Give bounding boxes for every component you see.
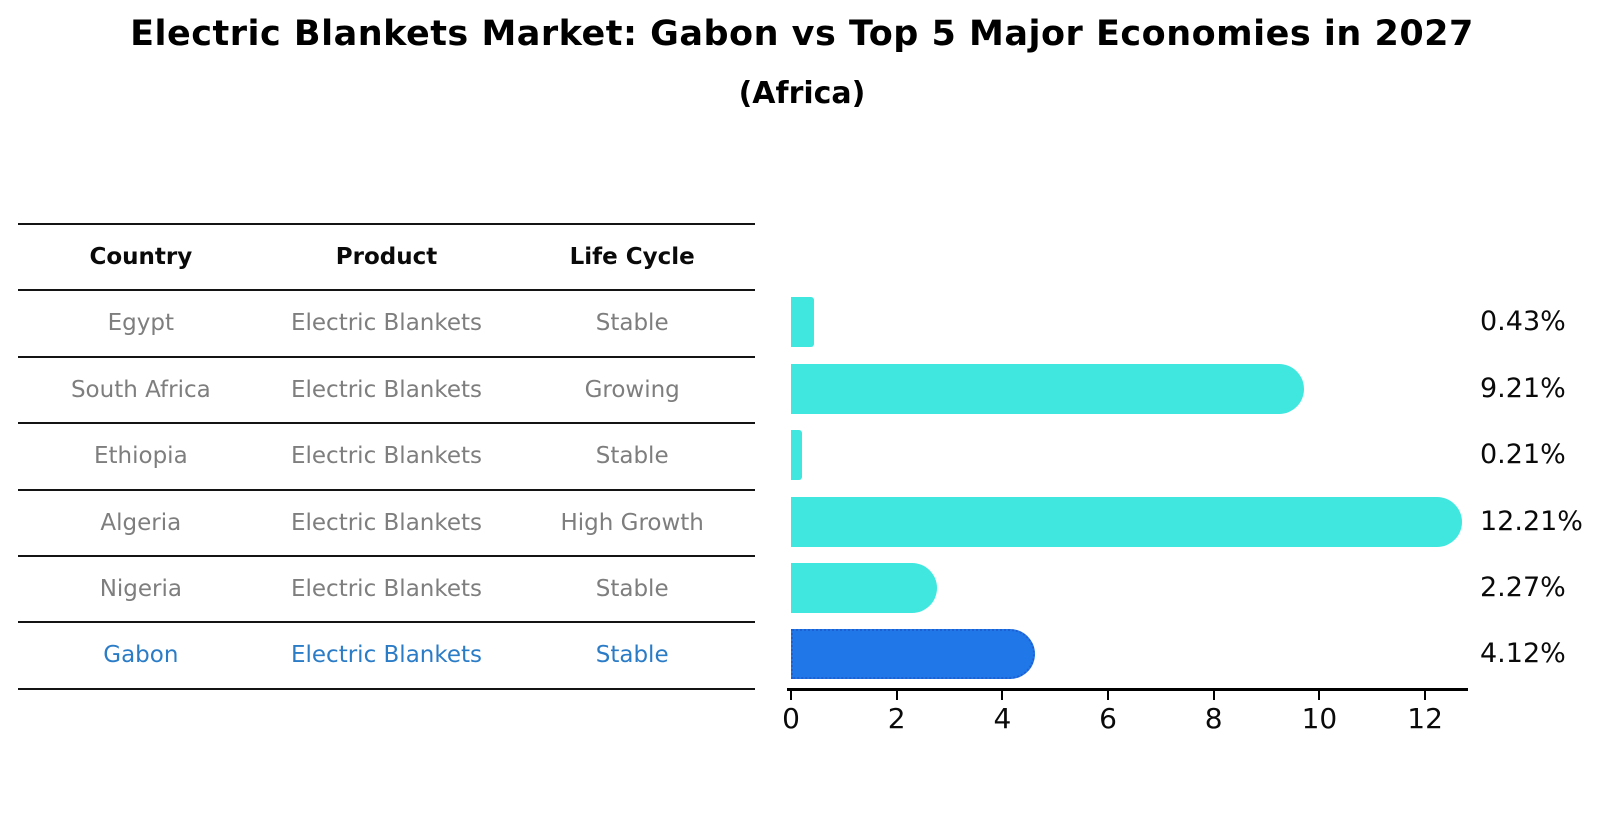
x-axis-tick-10 [1318, 691, 1321, 700]
table-row-ethiopia: Ethiopia Electric Blankets Stable [18, 424, 755, 491]
cell-country-nigeria: Nigeria [99, 575, 182, 602]
x-axis-tick-label-0: 0 [782, 702, 800, 735]
cell-product-egypt: Electric Blankets [290, 310, 483, 337]
cell-product-ethiopia: Electric Blankets [290, 443, 483, 470]
x-axis-tick-label-4: 4 [993, 702, 1012, 735]
x-axis-tick-label-6: 6 [1099, 702, 1117, 735]
bar-algeria [791, 496, 1463, 547]
value-label-ethiopia: 0.21% [1480, 439, 1566, 471]
table-row-south-africa: South Africa Electric Blankets Growing [18, 358, 755, 425]
value-label-egypt: 0.43% [1480, 306, 1566, 338]
cell-country-egypt: Egypt [107, 310, 175, 337]
table-row-gabon: Gabon Electric Blankets Stable [18, 623, 755, 690]
country-info-table: Country Product Life Cycle Egypt Electric Bl… [18, 223, 755, 690]
table-header-life-cycle: Life Cycle [569, 244, 695, 270]
bar-ethiopia [791, 430, 803, 481]
value-label-south-africa: 9.21% [1480, 372, 1566, 404]
value-label-nigeria: 2.27% [1480, 572, 1566, 603]
x-axis-tick-6 [1107, 691, 1110, 700]
cell-country-gabon: Gabon [103, 642, 179, 669]
bar-nigeria [791, 563, 937, 613]
cell-country-south-africa: South Africa [70, 376, 211, 403]
value-label-gabon: 4.12% [1480, 638, 1566, 670]
x-axis-tick-label-12: 12 [1407, 702, 1443, 735]
cell-life_cycle-egypt: Stable [595, 310, 669, 337]
table-header-product: Product [335, 244, 438, 270]
value-label-algeria: 12.21% [1480, 505, 1583, 537]
cell-country-algeria: Algeria [100, 509, 182, 536]
x-axis-tick-label-2: 2 [887, 702, 906, 735]
bar-gabon [791, 629, 1035, 680]
table-row-egypt: Egypt Electric Blankets Stable [18, 291, 755, 358]
bar-south-africa [791, 363, 1304, 414]
chart-title: Electric Blankets Market: Gabon vs Top 5… [130, 14, 1474, 54]
x-axis-tick-label-10: 10 [1301, 702, 1338, 735]
table-row-algeria: Algeria Electric Blankets High Growth [18, 491, 755, 557]
cell-life_cycle-ethiopia: Stable [595, 443, 669, 470]
x-axis-tick-label-8: 8 [1204, 702, 1223, 735]
x-axis-tick-4 [1001, 691, 1004, 700]
bar-egypt [791, 297, 814, 348]
x-axis-tick-12 [1424, 691, 1427, 700]
cell-life_cycle-gabon: Stable [595, 642, 669, 669]
x-axis-tick-0 [790, 691, 792, 700]
cell-life_cycle-nigeria: Stable [595, 575, 669, 602]
cell-life_cycle-south-africa: Growing [584, 376, 680, 403]
x-axis-line [787, 688, 1468, 691]
chart-subtitle: (Africa) [738, 76, 866, 111]
x-axis-tick-2 [895, 691, 898, 700]
cell-product-algeria: Electric Blankets [290, 509, 483, 536]
cell-product-gabon: Electric Blankets [290, 642, 483, 669]
table-row-nigeria: Nigeria Electric Blankets Stable [18, 557, 755, 624]
cell-product-nigeria: Electric Blankets [290, 575, 483, 602]
x-axis-tick-8 [1212, 691, 1215, 700]
cell-country-ethiopia: Ethiopia [93, 443, 188, 470]
table-header-country: Country [89, 244, 193, 270]
cell-life_cycle-algeria: High Growth [560, 509, 704, 536]
cell-product-south-africa: Electric Blankets [290, 376, 483, 403]
table-header-row: Country Product Life Cycle [18, 225, 755, 292]
